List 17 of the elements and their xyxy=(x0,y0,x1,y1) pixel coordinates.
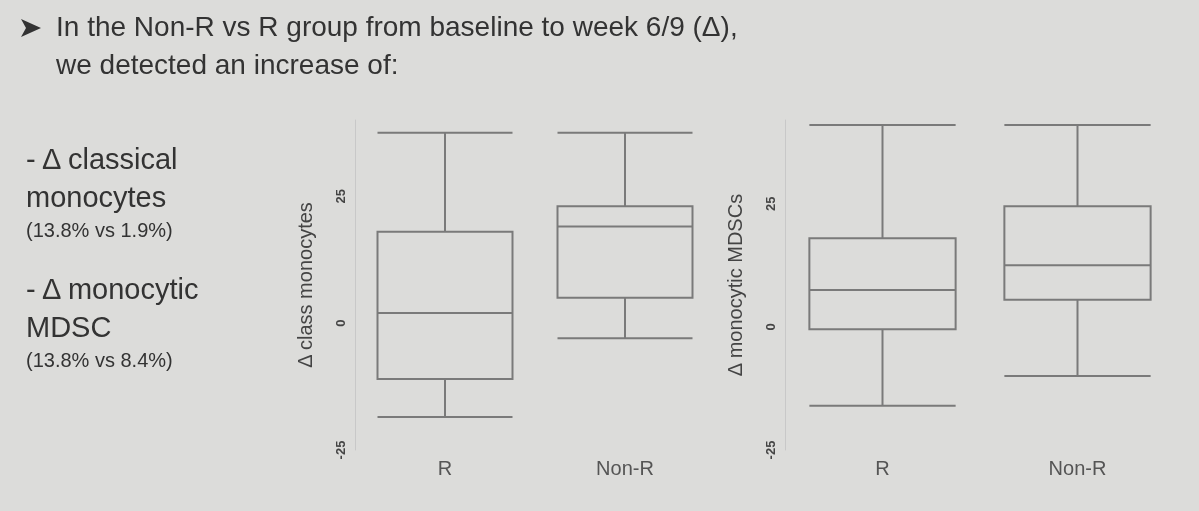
text: (13.8% vs 8.4%) xyxy=(26,348,174,373)
x-tick-label: R xyxy=(875,457,890,479)
y-tick-label: -25 xyxy=(333,440,348,460)
y-tick-label: 25 xyxy=(763,196,778,211)
y-tick-label: 0 xyxy=(333,319,348,327)
x-tick-label: Non-R xyxy=(596,457,654,479)
chart-title: In the Non-R vs R group from baseline to week 6/9 (Δ), we detected an increase of: xyxy=(56,10,739,82)
y-axis-title: Δ class monocytes xyxy=(294,202,316,368)
x-tick-label: Non-R xyxy=(1048,457,1107,479)
y-axis-title: Δ monocytic MDSCs xyxy=(724,193,746,377)
text: (13.8% vs 1.9%) xyxy=(26,218,174,243)
text: - Δ classical monocytes xyxy=(26,142,179,215)
x-tick-label: R xyxy=(437,457,453,479)
text: - Δ monocytic MDSC xyxy=(26,272,200,345)
y-tick-label: 25 xyxy=(333,188,348,204)
y-tick-label: 0 xyxy=(763,323,778,331)
y-tick-label: -25 xyxy=(763,440,778,460)
